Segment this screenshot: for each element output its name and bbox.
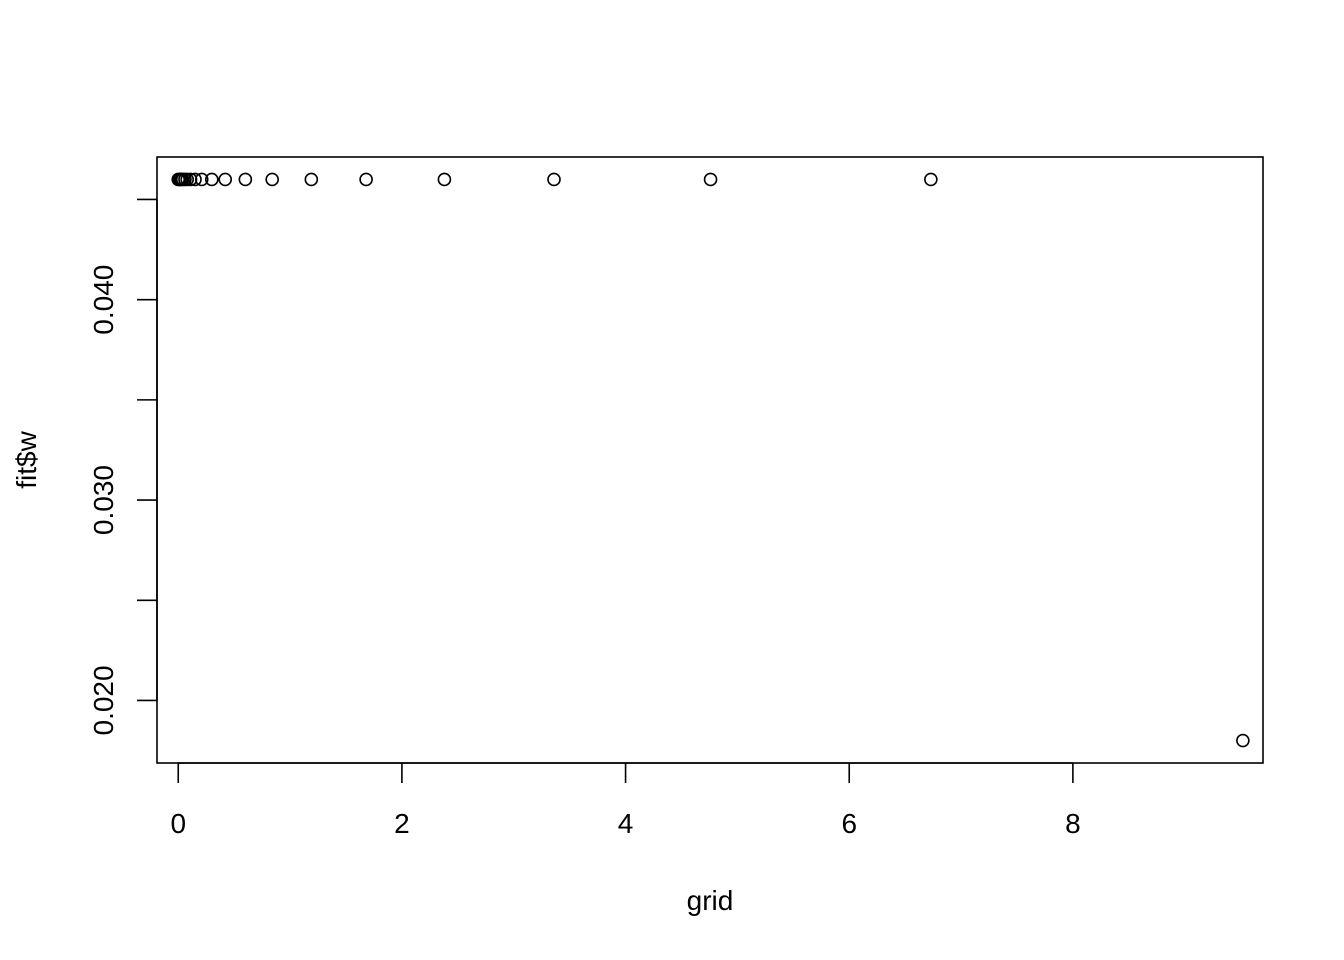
data-point [547,172,561,187]
data-point [437,172,452,187]
y-tick-label: 0.020 [88,665,119,735]
data-point [924,172,938,187]
x-tick-label: 2 [394,808,410,839]
data-points [171,172,1250,748]
data-point [238,172,253,187]
x-axis-label: grid [687,885,734,916]
data-point [265,172,279,187]
data-point [183,172,198,187]
y-axis-label: fit$w [11,430,42,488]
data-point [359,172,373,187]
y-tick-label: 0.040 [88,265,119,335]
plot-frame [156,156,1264,764]
x-tick-label: 8 [1065,808,1081,839]
data-point [194,172,209,187]
data-point [703,172,718,187]
y-axis: 0.020 0.030 0.040 [88,198,158,736]
data-point [304,172,319,187]
x-tick-label: 4 [618,808,634,839]
x-axis: 0 2 4 6 8 [170,762,1081,839]
y-tick-label: 0.030 [88,465,119,535]
data-point [204,172,219,187]
x-tick-label: 6 [841,808,857,839]
data-point [188,172,202,187]
x-tick-label: 0 [170,808,186,839]
data-point [180,172,194,187]
data-point [1236,733,1250,748]
data-point [218,172,233,187]
